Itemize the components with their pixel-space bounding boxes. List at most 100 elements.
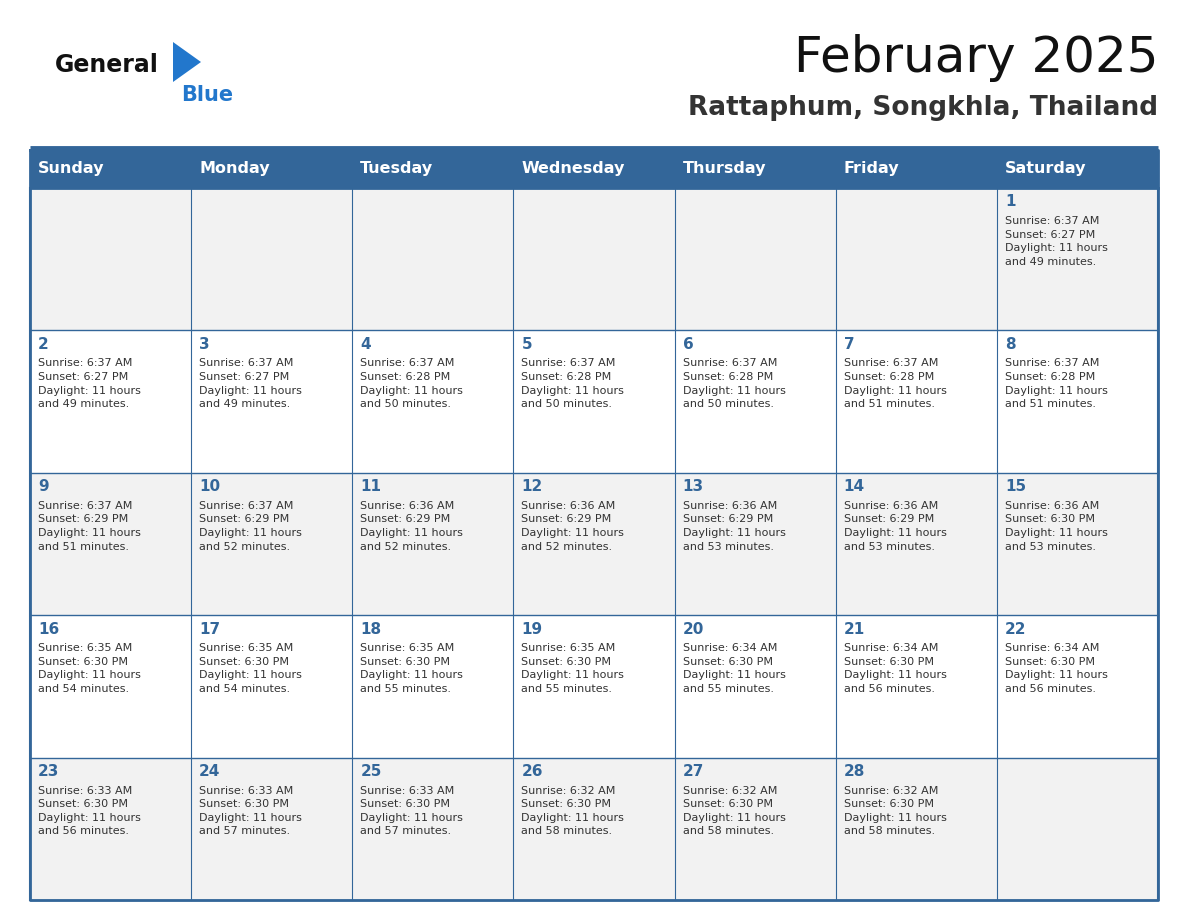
Text: 6: 6: [683, 337, 694, 352]
Text: General: General: [55, 53, 159, 77]
Bar: [30, 757, 191, 900]
Text: 11: 11: [360, 479, 381, 494]
Bar: [353, 615, 513, 757]
Text: Friday: Friday: [843, 162, 899, 176]
Bar: [30, 473, 191, 615]
Text: Sunrise: 6:33 AM
Sunset: 6:30 PM
Daylight: 11 hours
and 56 minutes.: Sunrise: 6:33 AM Sunset: 6:30 PM Dayligh…: [38, 786, 141, 836]
Text: Wednesday: Wednesday: [522, 162, 625, 176]
Text: 12: 12: [522, 479, 543, 494]
Text: 19: 19: [522, 621, 543, 637]
Bar: [353, 473, 513, 615]
Text: Sunrise: 6:33 AM
Sunset: 6:30 PM
Daylight: 11 hours
and 57 minutes.: Sunrise: 6:33 AM Sunset: 6:30 PM Dayligh…: [200, 786, 302, 836]
Bar: [997, 188, 1158, 330]
Bar: [835, 473, 997, 615]
Text: Sunrise: 6:34 AM
Sunset: 6:30 PM
Daylight: 11 hours
and 55 minutes.: Sunrise: 6:34 AM Sunset: 6:30 PM Dayligh…: [683, 644, 785, 694]
Text: Sunrise: 6:36 AM
Sunset: 6:29 PM
Daylight: 11 hours
and 53 minutes.: Sunrise: 6:36 AM Sunset: 6:29 PM Dayligh…: [843, 501, 947, 552]
Text: Sunrise: 6:35 AM
Sunset: 6:30 PM
Daylight: 11 hours
and 54 minutes.: Sunrise: 6:35 AM Sunset: 6:30 PM Dayligh…: [200, 644, 302, 694]
Text: Sunrise: 6:37 AM
Sunset: 6:28 PM
Daylight: 11 hours
and 50 minutes.: Sunrise: 6:37 AM Sunset: 6:28 PM Dayligh…: [360, 358, 463, 409]
Text: Tuesday: Tuesday: [360, 162, 434, 176]
Text: 8: 8: [1005, 337, 1016, 352]
Text: Monday: Monday: [200, 162, 270, 176]
Text: Sunrise: 6:32 AM
Sunset: 6:30 PM
Daylight: 11 hours
and 58 minutes.: Sunrise: 6:32 AM Sunset: 6:30 PM Dayligh…: [683, 786, 785, 836]
Text: Sunrise: 6:37 AM
Sunset: 6:28 PM
Daylight: 11 hours
and 50 minutes.: Sunrise: 6:37 AM Sunset: 6:28 PM Dayligh…: [522, 358, 625, 409]
Text: 1: 1: [1005, 195, 1016, 209]
Bar: [513, 188, 675, 330]
Text: Sunrise: 6:37 AM
Sunset: 6:29 PM
Daylight: 11 hours
and 51 minutes.: Sunrise: 6:37 AM Sunset: 6:29 PM Dayligh…: [38, 501, 141, 552]
Text: Sunrise: 6:37 AM
Sunset: 6:27 PM
Daylight: 11 hours
and 49 minutes.: Sunrise: 6:37 AM Sunset: 6:27 PM Dayligh…: [38, 358, 141, 409]
Bar: [835, 188, 997, 330]
Text: Sunrise: 6:37 AM
Sunset: 6:29 PM
Daylight: 11 hours
and 52 minutes.: Sunrise: 6:37 AM Sunset: 6:29 PM Dayligh…: [200, 501, 302, 552]
Text: Sunrise: 6:37 AM
Sunset: 6:28 PM
Daylight: 11 hours
and 51 minutes.: Sunrise: 6:37 AM Sunset: 6:28 PM Dayligh…: [1005, 358, 1107, 409]
Bar: [191, 188, 353, 330]
Text: Sunrise: 6:32 AM
Sunset: 6:30 PM
Daylight: 11 hours
and 58 minutes.: Sunrise: 6:32 AM Sunset: 6:30 PM Dayligh…: [522, 786, 625, 836]
Text: Sunrise: 6:36 AM
Sunset: 6:29 PM
Daylight: 11 hours
and 52 minutes.: Sunrise: 6:36 AM Sunset: 6:29 PM Dayligh…: [522, 501, 625, 552]
Bar: [30, 330, 191, 473]
Bar: [675, 757, 835, 900]
Bar: [675, 188, 835, 330]
Text: Sunrise: 6:36 AM
Sunset: 6:29 PM
Daylight: 11 hours
and 53 minutes.: Sunrise: 6:36 AM Sunset: 6:29 PM Dayligh…: [683, 501, 785, 552]
Bar: [997, 757, 1158, 900]
Text: Blue: Blue: [181, 85, 233, 105]
Bar: [191, 615, 353, 757]
Text: Sunrise: 6:36 AM
Sunset: 6:30 PM
Daylight: 11 hours
and 53 minutes.: Sunrise: 6:36 AM Sunset: 6:30 PM Dayligh…: [1005, 501, 1107, 552]
Bar: [513, 615, 675, 757]
Text: 2: 2: [38, 337, 49, 352]
Bar: [353, 330, 513, 473]
Text: 28: 28: [843, 764, 865, 779]
Bar: [835, 757, 997, 900]
Text: Sunrise: 6:33 AM
Sunset: 6:30 PM
Daylight: 11 hours
and 57 minutes.: Sunrise: 6:33 AM Sunset: 6:30 PM Dayligh…: [360, 786, 463, 836]
Text: 27: 27: [683, 764, 704, 779]
Text: Sunday: Sunday: [38, 162, 105, 176]
Bar: [997, 615, 1158, 757]
Bar: [191, 757, 353, 900]
Text: Sunrise: 6:36 AM
Sunset: 6:29 PM
Daylight: 11 hours
and 52 minutes.: Sunrise: 6:36 AM Sunset: 6:29 PM Dayligh…: [360, 501, 463, 552]
Text: Sunrise: 6:35 AM
Sunset: 6:30 PM
Daylight: 11 hours
and 54 minutes.: Sunrise: 6:35 AM Sunset: 6:30 PM Dayligh…: [38, 644, 141, 694]
Bar: [513, 330, 675, 473]
Text: 10: 10: [200, 479, 220, 494]
Text: Sunrise: 6:32 AM
Sunset: 6:30 PM
Daylight: 11 hours
and 58 minutes.: Sunrise: 6:32 AM Sunset: 6:30 PM Dayligh…: [843, 786, 947, 836]
Text: February 2025: February 2025: [794, 34, 1158, 82]
Bar: [513, 473, 675, 615]
Text: Sunrise: 6:37 AM
Sunset: 6:28 PM
Daylight: 11 hours
and 50 minutes.: Sunrise: 6:37 AM Sunset: 6:28 PM Dayligh…: [683, 358, 785, 409]
Text: 25: 25: [360, 764, 381, 779]
Bar: [835, 330, 997, 473]
Text: 20: 20: [683, 621, 704, 637]
Text: Sunrise: 6:37 AM
Sunset: 6:27 PM
Daylight: 11 hours
and 49 minutes.: Sunrise: 6:37 AM Sunset: 6:27 PM Dayligh…: [1005, 216, 1107, 267]
Text: 22: 22: [1005, 621, 1026, 637]
Text: 9: 9: [38, 479, 49, 494]
Text: 15: 15: [1005, 479, 1026, 494]
Text: 13: 13: [683, 479, 703, 494]
Bar: [675, 473, 835, 615]
Text: Sunrise: 6:37 AM
Sunset: 6:28 PM
Daylight: 11 hours
and 51 minutes.: Sunrise: 6:37 AM Sunset: 6:28 PM Dayligh…: [843, 358, 947, 409]
Text: Saturday: Saturday: [1005, 162, 1086, 176]
Text: Sunrise: 6:37 AM
Sunset: 6:27 PM
Daylight: 11 hours
and 49 minutes.: Sunrise: 6:37 AM Sunset: 6:27 PM Dayligh…: [200, 358, 302, 409]
Bar: [675, 615, 835, 757]
Bar: [30, 188, 191, 330]
Bar: [997, 330, 1158, 473]
Bar: [191, 330, 353, 473]
Bar: [353, 188, 513, 330]
Text: Thursday: Thursday: [683, 162, 766, 176]
Text: 26: 26: [522, 764, 543, 779]
Text: 24: 24: [200, 764, 221, 779]
Text: Sunrise: 6:34 AM
Sunset: 6:30 PM
Daylight: 11 hours
and 56 minutes.: Sunrise: 6:34 AM Sunset: 6:30 PM Dayligh…: [843, 644, 947, 694]
Text: 17: 17: [200, 621, 220, 637]
Text: Sunrise: 6:35 AM
Sunset: 6:30 PM
Daylight: 11 hours
and 55 minutes.: Sunrise: 6:35 AM Sunset: 6:30 PM Dayligh…: [522, 644, 625, 694]
Bar: [30, 615, 191, 757]
Bar: [997, 473, 1158, 615]
Bar: [30, 150, 1158, 188]
Text: 3: 3: [200, 337, 210, 352]
Text: 21: 21: [843, 621, 865, 637]
Bar: [513, 757, 675, 900]
Text: 18: 18: [360, 621, 381, 637]
Text: Sunrise: 6:35 AM
Sunset: 6:30 PM
Daylight: 11 hours
and 55 minutes.: Sunrise: 6:35 AM Sunset: 6:30 PM Dayligh…: [360, 644, 463, 694]
Polygon shape: [173, 42, 201, 82]
Text: 7: 7: [843, 337, 854, 352]
Text: 14: 14: [843, 479, 865, 494]
Text: 5: 5: [522, 337, 532, 352]
Text: 16: 16: [38, 621, 59, 637]
Text: 23: 23: [38, 764, 59, 779]
Bar: [835, 615, 997, 757]
Text: 4: 4: [360, 337, 371, 352]
Bar: [353, 757, 513, 900]
